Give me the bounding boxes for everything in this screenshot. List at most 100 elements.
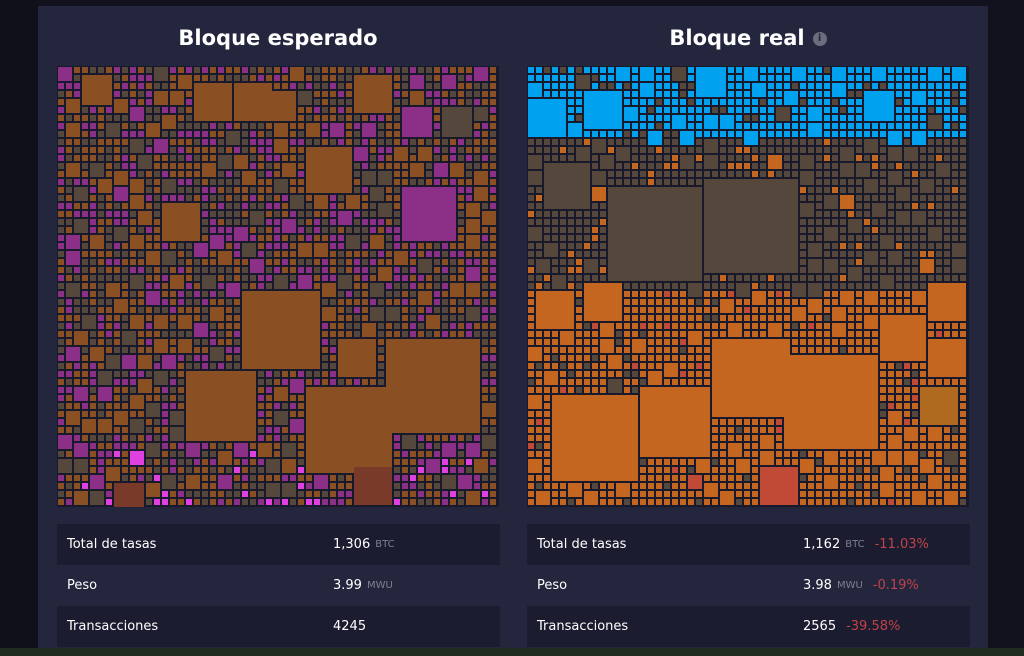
transaction-block[interactable] bbox=[824, 491, 830, 497]
transaction-block[interactable] bbox=[840, 211, 846, 217]
transaction-block[interactable] bbox=[482, 395, 488, 401]
transaction-block[interactable] bbox=[370, 379, 376, 385]
transaction-block[interactable] bbox=[298, 91, 312, 105]
transaction-block[interactable] bbox=[728, 323, 742, 337]
transaction-block[interactable] bbox=[330, 347, 336, 353]
transaction-block[interactable] bbox=[178, 483, 184, 489]
transaction-block[interactable] bbox=[458, 67, 464, 73]
transaction-block[interactable] bbox=[936, 147, 942, 153]
transaction-block[interactable] bbox=[82, 283, 88, 289]
transaction-block[interactable] bbox=[402, 179, 408, 185]
transaction-block[interactable] bbox=[66, 299, 72, 305]
transaction-block[interactable] bbox=[466, 435, 472, 441]
transaction-block[interactable] bbox=[266, 123, 272, 129]
transaction-block[interactable] bbox=[106, 315, 112, 321]
transaction-block[interactable] bbox=[736, 131, 742, 137]
transaction-block[interactable] bbox=[138, 339, 144, 345]
transaction-block[interactable] bbox=[960, 235, 966, 241]
transaction-block[interactable] bbox=[944, 235, 950, 241]
transaction-block[interactable] bbox=[266, 427, 272, 433]
transaction-block[interactable] bbox=[66, 499, 72, 505]
transaction-block[interactable] bbox=[576, 283, 582, 289]
transaction-block[interactable] bbox=[664, 155, 670, 161]
transaction-block[interactable] bbox=[528, 435, 534, 441]
transaction-block[interactable] bbox=[314, 283, 320, 289]
transaction-block[interactable] bbox=[442, 435, 448, 441]
transaction-block[interactable] bbox=[338, 307, 344, 313]
transaction-block[interactable] bbox=[314, 195, 328, 209]
transaction-block[interactable] bbox=[290, 267, 296, 273]
transaction-block[interactable] bbox=[544, 387, 550, 393]
transaction-block[interactable] bbox=[162, 411, 168, 417]
transaction-block[interactable] bbox=[378, 379, 384, 385]
transaction-block[interactable] bbox=[170, 83, 176, 89]
transaction-block[interactable] bbox=[704, 299, 710, 305]
transaction-block[interactable] bbox=[322, 83, 328, 89]
transaction-block[interactable] bbox=[258, 67, 264, 73]
transaction-block[interactable] bbox=[210, 147, 216, 153]
transaction-block[interactable] bbox=[704, 363, 710, 369]
transaction-block[interactable] bbox=[648, 307, 654, 313]
transaction-block[interactable] bbox=[640, 155, 646, 161]
transaction-block[interactable] bbox=[154, 427, 160, 433]
transaction-block[interactable] bbox=[370, 155, 376, 161]
transaction-block[interactable] bbox=[680, 363, 686, 369]
transaction-block[interactable] bbox=[808, 347, 814, 353]
transaction-block[interactable] bbox=[800, 299, 806, 305]
transaction-block[interactable] bbox=[162, 299, 168, 305]
transaction-block[interactable] bbox=[490, 427, 496, 433]
transaction-block[interactable] bbox=[410, 291, 416, 297]
transaction-block[interactable] bbox=[98, 435, 104, 441]
transaction-block[interactable] bbox=[482, 259, 488, 265]
transaction-block[interactable] bbox=[904, 227, 910, 233]
transaction-block[interactable] bbox=[466, 203, 480, 217]
transaction-block[interactable] bbox=[234, 339, 240, 345]
transaction-block[interactable] bbox=[490, 115, 496, 121]
transaction-block[interactable] bbox=[298, 267, 304, 273]
transaction-block[interactable] bbox=[888, 363, 894, 369]
transaction-block[interactable] bbox=[194, 75, 200, 81]
transaction-block[interactable] bbox=[122, 291, 128, 297]
transaction-block[interactable] bbox=[370, 147, 376, 153]
transaction-block[interactable] bbox=[896, 427, 902, 433]
transaction-block[interactable] bbox=[792, 115, 798, 121]
transaction-block[interactable] bbox=[728, 467, 734, 473]
transaction-block[interactable] bbox=[442, 475, 456, 489]
transaction-block[interactable] bbox=[106, 243, 112, 249]
transaction-block[interactable] bbox=[458, 275, 464, 281]
transaction-block[interactable] bbox=[896, 475, 902, 481]
transaction-block[interactable] bbox=[896, 291, 902, 297]
transaction-block[interactable] bbox=[106, 435, 112, 441]
transaction-block[interactable] bbox=[274, 83, 280, 89]
transaction-block[interactable] bbox=[776, 307, 782, 313]
transaction-block[interactable] bbox=[330, 499, 336, 505]
transaction-block[interactable] bbox=[330, 251, 336, 257]
transaction-block[interactable] bbox=[536, 379, 542, 385]
transaction-block[interactable] bbox=[490, 171, 496, 177]
transaction-block[interactable] bbox=[656, 363, 662, 369]
transaction-block[interactable] bbox=[442, 67, 448, 73]
transaction-block[interactable] bbox=[696, 499, 702, 505]
transaction-block[interactable] bbox=[744, 315, 750, 321]
transaction-block[interactable] bbox=[632, 131, 638, 137]
transaction-block[interactable] bbox=[920, 435, 926, 441]
transaction-block[interactable] bbox=[640, 83, 654, 97]
transaction-block[interactable] bbox=[576, 219, 582, 225]
transaction-block[interactable] bbox=[170, 427, 184, 441]
transaction-block[interactable] bbox=[410, 299, 416, 305]
transaction-block[interactable] bbox=[66, 123, 80, 137]
transaction-block[interactable] bbox=[704, 131, 710, 137]
transaction-block[interactable] bbox=[768, 307, 774, 313]
transaction-block[interactable] bbox=[226, 123, 232, 129]
transaction-block[interactable] bbox=[106, 331, 112, 337]
transaction-block[interactable] bbox=[528, 307, 534, 313]
transaction-block[interactable] bbox=[608, 75, 614, 81]
transaction-block[interactable] bbox=[154, 155, 160, 161]
transaction-block[interactable] bbox=[234, 355, 240, 361]
transaction-block[interactable] bbox=[600, 275, 606, 281]
transaction-block[interactable] bbox=[720, 275, 726, 281]
transaction-block[interactable] bbox=[608, 371, 614, 377]
transaction-block[interactable] bbox=[896, 91, 902, 97]
transaction-block[interactable] bbox=[928, 251, 934, 257]
transaction-block[interactable] bbox=[536, 483, 542, 489]
